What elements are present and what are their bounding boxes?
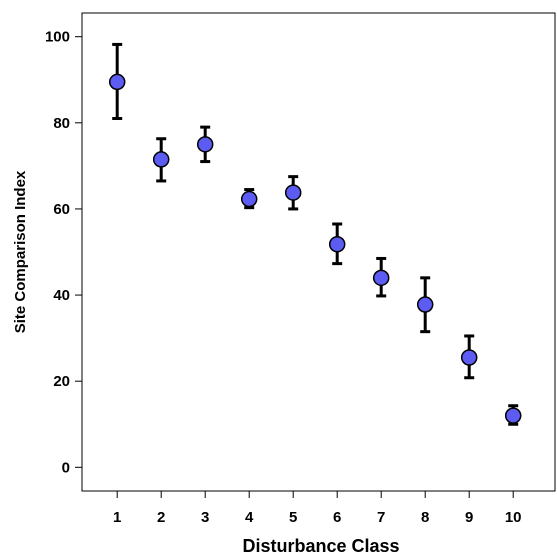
data-point xyxy=(152,151,170,168)
data-point xyxy=(108,73,126,91)
y-tick-label: 100 xyxy=(45,29,70,46)
y-tick-label: 0 xyxy=(62,459,70,476)
y-axis: 0 20 40 60 80 100 xyxy=(45,29,82,476)
data-point xyxy=(372,269,390,287)
y-tick-label: 80 xyxy=(53,115,70,132)
x-tick-label: 10 xyxy=(505,509,522,526)
x-axis-title: Disturbance Class xyxy=(242,536,399,556)
plot-frame xyxy=(81,12,556,492)
y-tick-label: 60 xyxy=(53,201,70,218)
x-tick-label: 4 xyxy=(245,509,254,526)
data-point xyxy=(416,296,434,313)
data-point xyxy=(196,136,214,153)
x-tick-label: 7 xyxy=(377,509,385,526)
x-axis: 1 2 3 4 5 6 7 8 9 10 xyxy=(113,491,522,526)
x-tick-label: 8 xyxy=(421,509,429,526)
x-tick-label: 1 xyxy=(113,509,121,526)
x-tick-label: 3 xyxy=(201,509,209,526)
data-point xyxy=(284,184,302,201)
x-tick-label: 6 xyxy=(333,509,341,526)
data-point xyxy=(460,349,478,366)
x-tick-label: 2 xyxy=(157,509,165,526)
data-point xyxy=(240,190,258,208)
y-axis-title: Site Comparison Index xyxy=(12,170,29,333)
data-point xyxy=(328,235,346,253)
data-points xyxy=(108,42,522,426)
data-point xyxy=(504,407,522,424)
y-tick-label: 40 xyxy=(53,287,70,304)
x-tick-label: 5 xyxy=(289,509,297,526)
x-tick-label: 9 xyxy=(465,509,473,526)
y-tick-label: 20 xyxy=(53,373,70,390)
